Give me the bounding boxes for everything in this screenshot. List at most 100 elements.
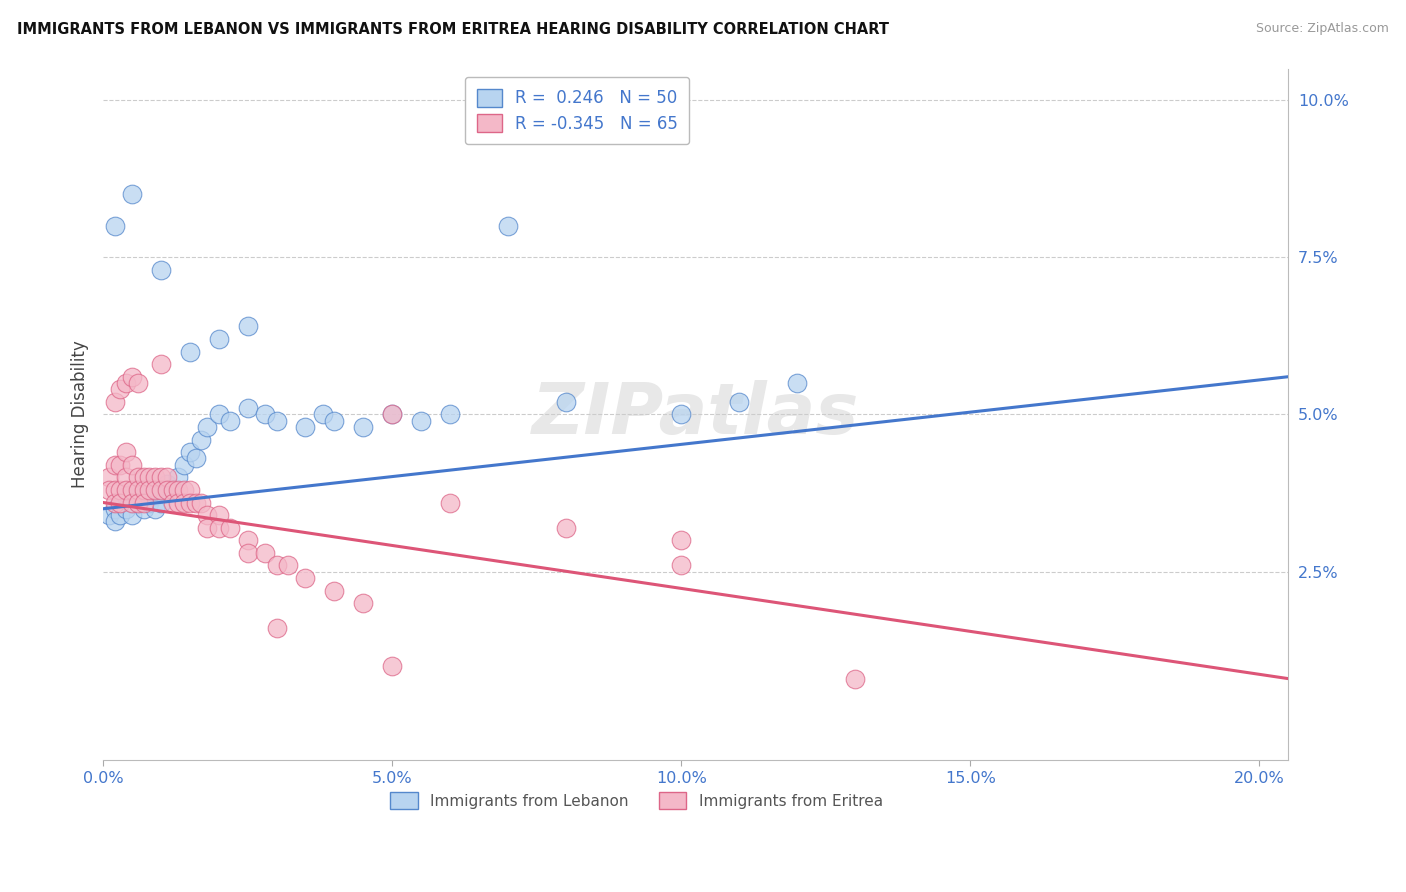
Point (127, 376, 149, 390)
Point (143, 501, 166, 516)
Point (149, 483, 172, 497)
Point (167, 483, 190, 497)
Point (294, 420, 316, 434)
Point (115, 470, 138, 484)
Point (138, 483, 160, 497)
Point (728, 395, 751, 409)
Point (190, 495, 212, 509)
Point (173, 458, 195, 472)
Point (253, 408, 276, 422)
Point (132, 470, 155, 484)
Point (184, 451, 207, 466)
Point (179, 483, 201, 497)
Text: ZIPatlas: ZIPatlas (531, 380, 859, 449)
Point (236, 319, 259, 334)
Point (156, 483, 179, 497)
Point (132, 489, 155, 503)
Point (162, 483, 184, 497)
Point (277, 558, 299, 573)
Point (121, 508, 143, 522)
Point (323, 414, 346, 428)
Point (352, 596, 374, 610)
Point (554, 521, 576, 535)
Point (496, 219, 519, 233)
Point (266, 558, 288, 573)
Point (381, 408, 404, 422)
Point (179, 445, 201, 459)
Point (381, 659, 404, 673)
Point (671, 533, 693, 548)
Point (127, 483, 149, 497)
Point (110, 382, 132, 396)
Point (236, 533, 259, 548)
Point (97, 483, 120, 497)
Y-axis label: Hearing Disability: Hearing Disability (72, 341, 89, 488)
Point (121, 483, 143, 497)
Point (104, 219, 127, 233)
Legend: Immigrants from Lebanon, Immigrants from Eritrea: Immigrants from Lebanon, Immigrants from… (384, 786, 889, 815)
Point (195, 420, 218, 434)
Point (110, 458, 132, 472)
Point (138, 483, 160, 497)
Point (219, 521, 242, 535)
Point (156, 476, 179, 491)
Point (149, 262, 172, 277)
Point (110, 495, 132, 509)
Point (110, 483, 132, 497)
Point (173, 495, 195, 509)
Point (132, 495, 155, 509)
Point (115, 489, 138, 503)
Point (104, 483, 127, 497)
Point (236, 401, 259, 416)
Point (127, 495, 149, 509)
Point (104, 495, 127, 509)
Point (121, 458, 143, 472)
Point (439, 495, 461, 509)
Point (143, 470, 166, 484)
Point (132, 483, 155, 497)
Point (127, 483, 149, 497)
Point (110, 495, 132, 509)
Point (104, 515, 127, 529)
Point (554, 395, 576, 409)
Point (266, 621, 288, 635)
Point (208, 408, 231, 422)
Point (149, 483, 172, 497)
Point (671, 408, 693, 422)
Point (195, 521, 218, 535)
Point (121, 187, 143, 202)
Point (195, 508, 218, 522)
Point (671, 558, 693, 573)
Point (104, 395, 127, 409)
Point (138, 495, 160, 509)
Point (115, 483, 138, 497)
Point (149, 470, 172, 484)
Point (156, 470, 179, 484)
Point (323, 583, 346, 598)
Point (844, 672, 866, 686)
Point (439, 408, 461, 422)
Point (786, 376, 808, 390)
Point (127, 470, 149, 484)
Point (104, 501, 127, 516)
Point (149, 495, 172, 509)
Point (115, 501, 138, 516)
Point (219, 414, 242, 428)
Point (104, 458, 127, 472)
Point (184, 495, 207, 509)
Point (115, 445, 138, 459)
Point (381, 408, 404, 422)
Point (143, 483, 166, 497)
Point (143, 489, 166, 503)
Point (253, 546, 276, 560)
Point (110, 508, 132, 522)
Point (97, 508, 120, 522)
Point (167, 470, 190, 484)
Text: IMMIGRANTS FROM LEBANON VS IMMIGRANTS FROM ERITREA HEARING DISABILITY CORRELATIO: IMMIGRANTS FROM LEBANON VS IMMIGRANTS FR… (17, 22, 889, 37)
Point (179, 495, 201, 509)
Point (121, 369, 143, 384)
Point (352, 420, 374, 434)
Point (162, 483, 184, 497)
Point (121, 495, 143, 509)
Point (208, 521, 231, 535)
